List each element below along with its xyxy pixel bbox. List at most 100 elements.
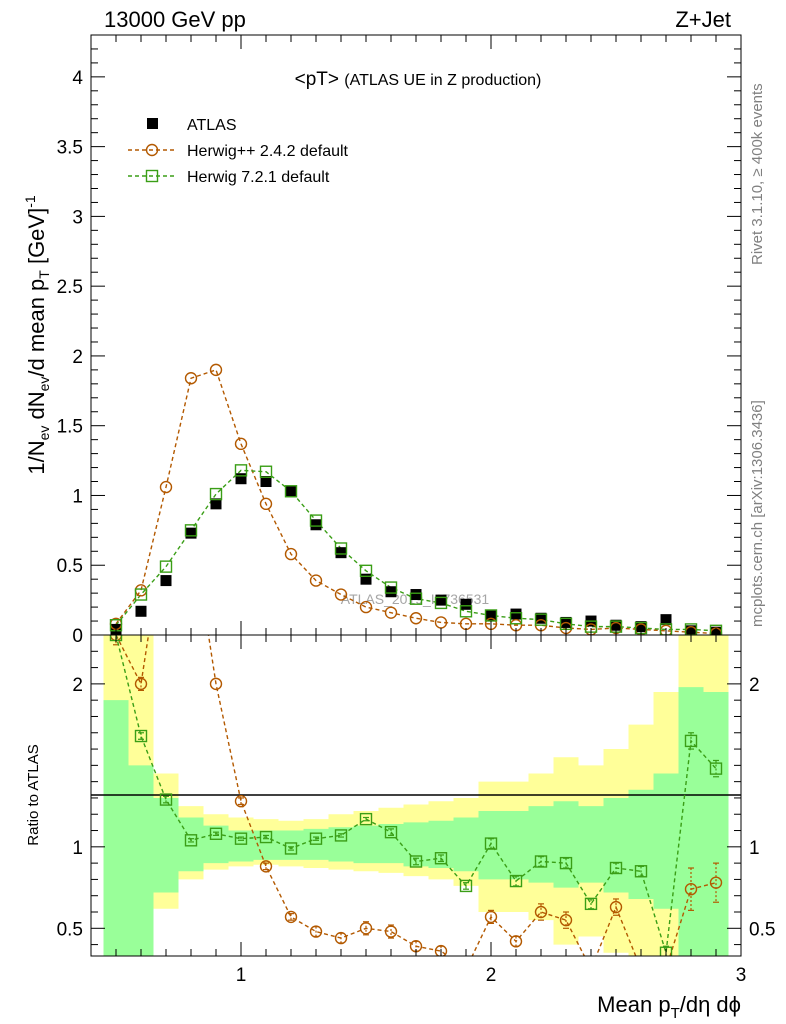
ratio-uncertainty-bands xyxy=(103,635,729,956)
ratio-point-herwigpp xyxy=(284,910,298,924)
ratio-point-herwig7 xyxy=(559,856,573,870)
atlas-data-point xyxy=(610,619,622,631)
x-axis-label: Mean pT/dη dϕ xyxy=(597,992,741,1022)
herwig7-point xyxy=(284,485,298,498)
atlas-data-point xyxy=(260,476,272,488)
herwigpp-point xyxy=(209,363,223,377)
herwig7-point xyxy=(234,464,248,477)
atlas-data-point xyxy=(410,589,422,601)
ratio-point-herwig7 xyxy=(659,946,673,956)
ratio-frame xyxy=(90,634,742,957)
ratio-y-tick-label: 1 xyxy=(72,838,83,859)
herwigpp-point xyxy=(159,480,173,494)
ratio-x-axis: 1 2 3 xyxy=(90,635,747,986)
herwig7-point xyxy=(309,514,323,527)
legend-marker-herwigpp xyxy=(145,143,159,157)
atlas-data-point xyxy=(510,608,522,620)
ratio-point-herwigpp xyxy=(309,925,323,938)
ratio-point-herwigpp xyxy=(684,882,698,896)
main-y-tick-label: 0.5 xyxy=(57,556,83,577)
atlas-data-point xyxy=(185,527,197,539)
ratio-point-herwig7 xyxy=(534,855,548,868)
atlas-data-point xyxy=(335,547,347,559)
x-axis-label-tail: /dη dϕ xyxy=(680,992,741,1017)
atlas-data-point xyxy=(160,575,172,587)
herwig7-point xyxy=(434,596,448,610)
main-y-axis: 0 0.5 1 1.5 2 2.5 3 3.5 4 xyxy=(57,48,741,647)
herwig7-point xyxy=(484,609,498,622)
herwigpp-point xyxy=(434,616,448,629)
main-y-tick-label: 2 xyxy=(72,347,83,368)
herwigpp-point xyxy=(409,612,423,625)
herwigpp-point xyxy=(334,588,348,601)
x-tick-label: 3 xyxy=(736,965,747,986)
main-y-tick-label: 4 xyxy=(72,68,83,89)
header-right: Z+Jet xyxy=(675,7,731,32)
side-rivet-label: Rivet 3.1.10, ≥ 400k events xyxy=(749,83,766,265)
atlas-data-point xyxy=(460,598,472,610)
y-label-c-sub: T xyxy=(36,270,52,279)
ratio-y-axis-label: Ratio to ATLAS xyxy=(25,744,42,845)
ratio-point-herwigpp xyxy=(709,876,723,889)
herwig7-point xyxy=(259,465,273,478)
ratio-point-herwig7 xyxy=(384,825,398,839)
ratio-point-herwigpp xyxy=(559,913,573,927)
atlas-data-point xyxy=(310,519,322,531)
ratio-point-herwig7 xyxy=(309,832,323,845)
ratio-point-herwig7 xyxy=(709,762,723,775)
x-axis-label-main: Mean p xyxy=(597,992,670,1017)
ratio-total-uncertainty-band xyxy=(103,635,729,956)
ratio-point-herwigpp xyxy=(234,795,248,808)
ratio-point-herwigpp xyxy=(134,677,148,691)
y-label-a: 1/N xyxy=(24,440,49,474)
ratio-y-tick-label-right: 1 xyxy=(749,838,760,859)
atlas-data-point xyxy=(535,612,547,624)
ratio-point-herwigpp xyxy=(461,964,472,975)
x-tick-label: 2 xyxy=(486,965,497,986)
atlas-data-point xyxy=(360,573,372,585)
y-label-b: dN xyxy=(24,391,49,425)
main-y-tick-label: 0 xyxy=(72,626,83,647)
atlas-data-point xyxy=(435,594,447,606)
ratio-point-herwigpp xyxy=(636,964,647,975)
herwig7-point xyxy=(459,605,473,618)
ratio-point-herwigpp xyxy=(586,964,597,975)
chart-title-main: <pT> xyxy=(295,69,339,90)
ratio-point-herwig7 xyxy=(134,729,148,743)
ratio-panel: 0.5 0.5 1 1 2 2 1 2 3 Ratio to ATLAS Mean pT/dη… xyxy=(25,635,775,1022)
ratio-point-herwig7 xyxy=(634,865,648,878)
herwigpp-point xyxy=(284,547,298,561)
atlas-data-point xyxy=(660,614,672,626)
herwigpp-point xyxy=(234,437,248,451)
main-y-tick-label: 3 xyxy=(72,207,83,228)
herwig7-point xyxy=(184,524,198,537)
herwigpp-point xyxy=(309,574,323,587)
atlas-data-point xyxy=(485,609,497,621)
atlas-data-point xyxy=(285,485,297,497)
y-label-b-sub: ev xyxy=(36,377,52,392)
ratio-y-axis: 0.5 0.5 1 1 2 2 xyxy=(57,650,775,946)
ratio-point-herwigpp xyxy=(484,910,498,924)
ratio-series-layer xyxy=(109,635,723,975)
main-panel: ATLAS_2019_I1736531 00.511.522.533.54 <p… xyxy=(22,35,742,647)
header-left: 13000 GeV pp xyxy=(104,7,246,32)
herwigpp-point xyxy=(259,497,273,511)
atlas-data-point xyxy=(135,605,147,617)
ratio-point-herwigpp xyxy=(509,935,523,948)
y-label-a-sub: ev xyxy=(36,426,52,441)
ratio-stat-uncertainty-band xyxy=(103,687,729,956)
ratio-point-herwig7 xyxy=(284,842,298,855)
herwigpp-point xyxy=(359,600,373,614)
herwig7-point xyxy=(359,564,373,578)
ratio-point-herwigpp xyxy=(259,860,273,873)
ratio-point-herwig7 xyxy=(409,855,423,868)
ratio-y-tick-label: 0.5 xyxy=(57,919,83,940)
ratio-point-herwig7 xyxy=(334,829,348,842)
ratio-point-herwig7 xyxy=(259,830,273,844)
herwig7-point xyxy=(409,592,423,605)
y-label-d: [GeV] xyxy=(24,208,49,270)
main-y-axis-label: 1/Nev dNev/d mean pT [GeV]-1 xyxy=(22,195,52,475)
ratio-point-herwig7 xyxy=(684,734,698,748)
ratio-point-herwig7 xyxy=(484,837,498,850)
